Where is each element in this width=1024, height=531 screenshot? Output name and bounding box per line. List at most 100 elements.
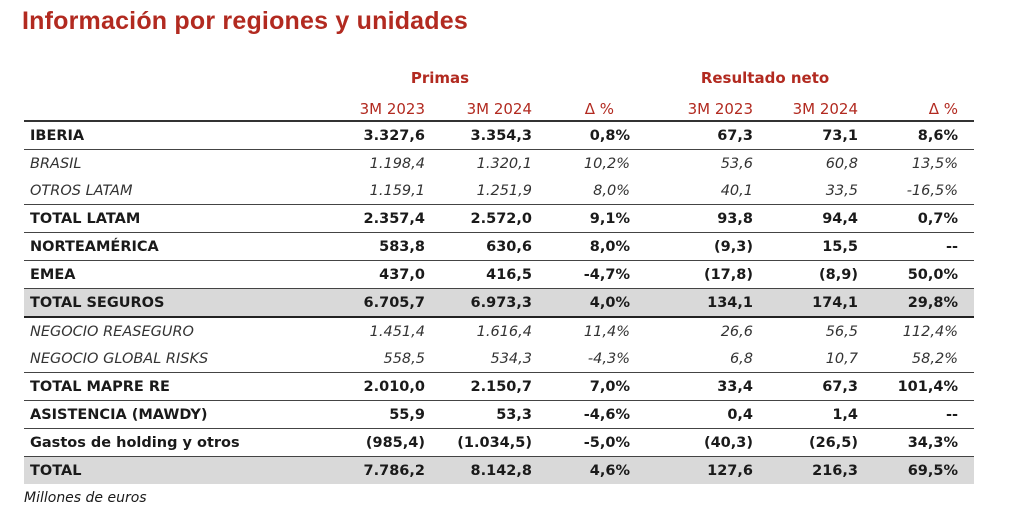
cell-primas-3m2023: 1.451,4 [369, 323, 425, 340]
table-row: EMEA 437,0 416,5 -4,7% (17,8) (8,9) 50,0% [24, 260, 974, 289]
cell-primas-3m2023: 2.357,4 [324, 204, 425, 233]
cell-resultado-3m2023: 40,1 [630, 177, 753, 205]
cell-primas-3m2024: 1.251,9 [425, 177, 532, 205]
cell-resultado-3m2023: (40,3) [630, 428, 753, 457]
cell-resultado-3m2023: 134,1 [630, 288, 753, 318]
row-label: Gastos de holding y otros [24, 428, 324, 457]
cell-primas-3m2023: 6.705,7 [324, 288, 425, 318]
table-row: NEGOCIO REASEGURO 1.451,4 1.616,4 11,4% 26,6… [24, 317, 974, 345]
cell-resultado-3m2024: 174,1 [753, 288, 858, 318]
cell-primas-delta: 4,0% [532, 288, 630, 318]
cell-resultado-delta: 8,6% [858, 121, 974, 150]
cell-resultado-3m2023: (9,3) [630, 232, 753, 261]
cell-primas-delta: -4,6% [532, 400, 630, 429]
cell-resultado-delta: 13,5% [911, 155, 958, 172]
cell-primas-delta: -5,0% [532, 428, 630, 457]
cell-resultado-3m2024: 216,3 [753, 456, 858, 484]
table-row: TOTAL SEGUROS 6.705,7 6.973,3 4,0% 134,1 174,… [24, 288, 974, 318]
cell-resultado-3m2024: 15,5 [753, 232, 858, 261]
cell-resultado-3m2024: 1,4 [753, 400, 858, 429]
row-label: EMEA [24, 260, 324, 289]
cell-primas-delta: 11,4% [583, 323, 630, 340]
cell-primas-3m2024: (1.034,5) [425, 428, 532, 457]
cell-resultado-3m2023: (17,8) [630, 260, 753, 289]
cell-primas-3m2024: 6.973,3 [425, 288, 532, 318]
cell-primas-delta: 0,8% [532, 121, 630, 150]
cell-primas-delta: 9,1% [532, 204, 630, 233]
table-row: Gastos de holding y otros (985,4) (1.034,5… [24, 428, 974, 457]
cell-resultado-3m2023: 26,6 [720, 323, 753, 340]
page-title: Información por regiones y unidades [22, 7, 468, 35]
table-row: ASISTENCIA (MAWDY) 55,9 53,3 -4,6% 0,4 1,4 -- [24, 400, 974, 429]
cell-primas-3m2023: 3.327,6 [324, 121, 425, 150]
cell-resultado-3m2023: 6,8 [630, 345, 753, 373]
cell-resultado-3m2024: 67,3 [753, 372, 858, 401]
cell-resultado-delta: 112,4% [902, 323, 958, 340]
row-label: TOTAL MAPRE RE [24, 372, 324, 401]
cell-resultado-3m2023: 67,3 [630, 121, 753, 150]
cell-resultado-delta: 50,0% [858, 260, 974, 289]
row-label: NEGOCIO GLOBAL RISKS [24, 345, 324, 373]
column-header-resultado-3m2024: 3M 2024 [753, 92, 858, 122]
table-row: TOTAL LATAM 2.357,4 2.572,0 9,1% 93,8 94,4 0,7… [24, 204, 974, 233]
cell-resultado-3m2024: 33,5 [753, 177, 858, 205]
cell-primas-3m2024: 416,5 [425, 260, 532, 289]
cell-primas-3m2023: 558,5 [324, 345, 425, 373]
cell-resultado-delta: 101,4% [858, 372, 974, 401]
cell-resultado-3m2024: 60,8 [825, 155, 858, 172]
table-row: BRASIL 1.198,4 1.320,1 10,2% 53,6 60,8 13,5% [24, 150, 974, 178]
cell-resultado-3m2024: (8,9) [753, 260, 858, 289]
table-row: NORTEAMÉRICA 583,8 630,6 8,0% (9,3) 15,5 -- [24, 232, 974, 261]
cell-primas-delta: -4,7% [532, 260, 630, 289]
cell-resultado-3m2023: 127,6 [630, 456, 753, 484]
row-label: TOTAL LATAM [24, 204, 324, 233]
cell-resultado-delta: -- [858, 400, 974, 429]
cell-resultado-3m2023: 33,4 [630, 372, 753, 401]
cell-primas-3m2024: 630,6 [425, 232, 532, 261]
cell-primas-3m2023: 1.198,4 [369, 155, 425, 172]
cell-resultado-delta: 58,2% [858, 345, 974, 373]
row-label: BRASIL [30, 155, 82, 172]
cell-resultado-3m2024: 94,4 [753, 204, 858, 233]
cell-primas-3m2023: 55,9 [324, 400, 425, 429]
cell-primas-3m2024: 8.142,8 [425, 456, 532, 484]
regions-table: 3M 2023 3M 2024 Δ % 3M 2023 3M 2024 Δ % … [24, 92, 974, 484]
cell-primas-delta: 7,0% [532, 372, 630, 401]
column-header-primas-delta: Δ % [532, 92, 630, 122]
cell-primas-delta: -4,3% [532, 345, 630, 373]
cell-resultado-3m2024: 10,7 [753, 345, 858, 373]
cell-primas-3m2024: 3.354,3 [425, 121, 532, 150]
cell-primas-delta: 4,6% [532, 456, 630, 484]
cell-resultado-3m2024: 73,1 [753, 121, 858, 150]
cell-primas-3m2024: 2.150,7 [425, 372, 532, 401]
cell-primas-3m2023: 7.786,2 [324, 456, 425, 484]
cell-primas-3m2024: 1.320,1 [476, 155, 532, 172]
column-header-resultado-3m2023: 3M 2023 [630, 92, 753, 122]
cell-resultado-delta: 69,5% [858, 456, 974, 484]
row-label: ASISTENCIA (MAWDY) [24, 400, 324, 429]
cell-primas-3m2023: 1.159,1 [324, 177, 425, 205]
footnote: Millones de euros [24, 490, 147, 506]
table-row: NEGOCIO GLOBAL RISKS 558,5 534,3 -4,3% 6,8 10… [24, 345, 974, 373]
cell-resultado-delta: 0,7% [858, 204, 974, 233]
cell-primas-3m2024: 534,3 [425, 345, 532, 373]
cell-resultado-3m2024: 56,5 [825, 323, 858, 340]
table-row: TOTAL 7.786,2 8.142,8 4,6% 127,6 216,3 69,5% [24, 456, 974, 484]
cell-resultado-3m2024: (26,5) [753, 428, 858, 457]
column-header-primas-3m2023: 3M 2023 [324, 92, 425, 122]
column-header-resultado-delta: Δ % [858, 92, 974, 122]
table-row: IBERIA 3.327,6 3.354,3 0,8% 67,3 73,1 8,6% [24, 121, 974, 150]
cell-resultado-delta: 34,3% [858, 428, 974, 457]
column-header-row: 3M 2023 3M 2024 Δ % 3M 2023 3M 2024 Δ % [24, 92, 974, 122]
cell-primas-delta: 10,2% [583, 155, 630, 172]
group-header-primas: Primas [410, 69, 470, 87]
cell-primas-3m2024: 2.572,0 [425, 204, 532, 233]
table-row: OTROS LATAM 1.159,1 1.251,9 8,0% 40,1 33,5 -16… [24, 177, 974, 205]
cell-primas-3m2024: 53,3 [425, 400, 532, 429]
cell-primas-3m2024: 1.616,4 [476, 323, 532, 340]
cell-resultado-3m2023: 93,8 [630, 204, 753, 233]
cell-resultado-3m2023: 53,6 [720, 155, 753, 172]
cell-primas-3m2023: 2.010,0 [324, 372, 425, 401]
cell-resultado-3m2023: 0,4 [630, 400, 753, 429]
row-label: NEGOCIO REASEGURO [30, 323, 194, 340]
